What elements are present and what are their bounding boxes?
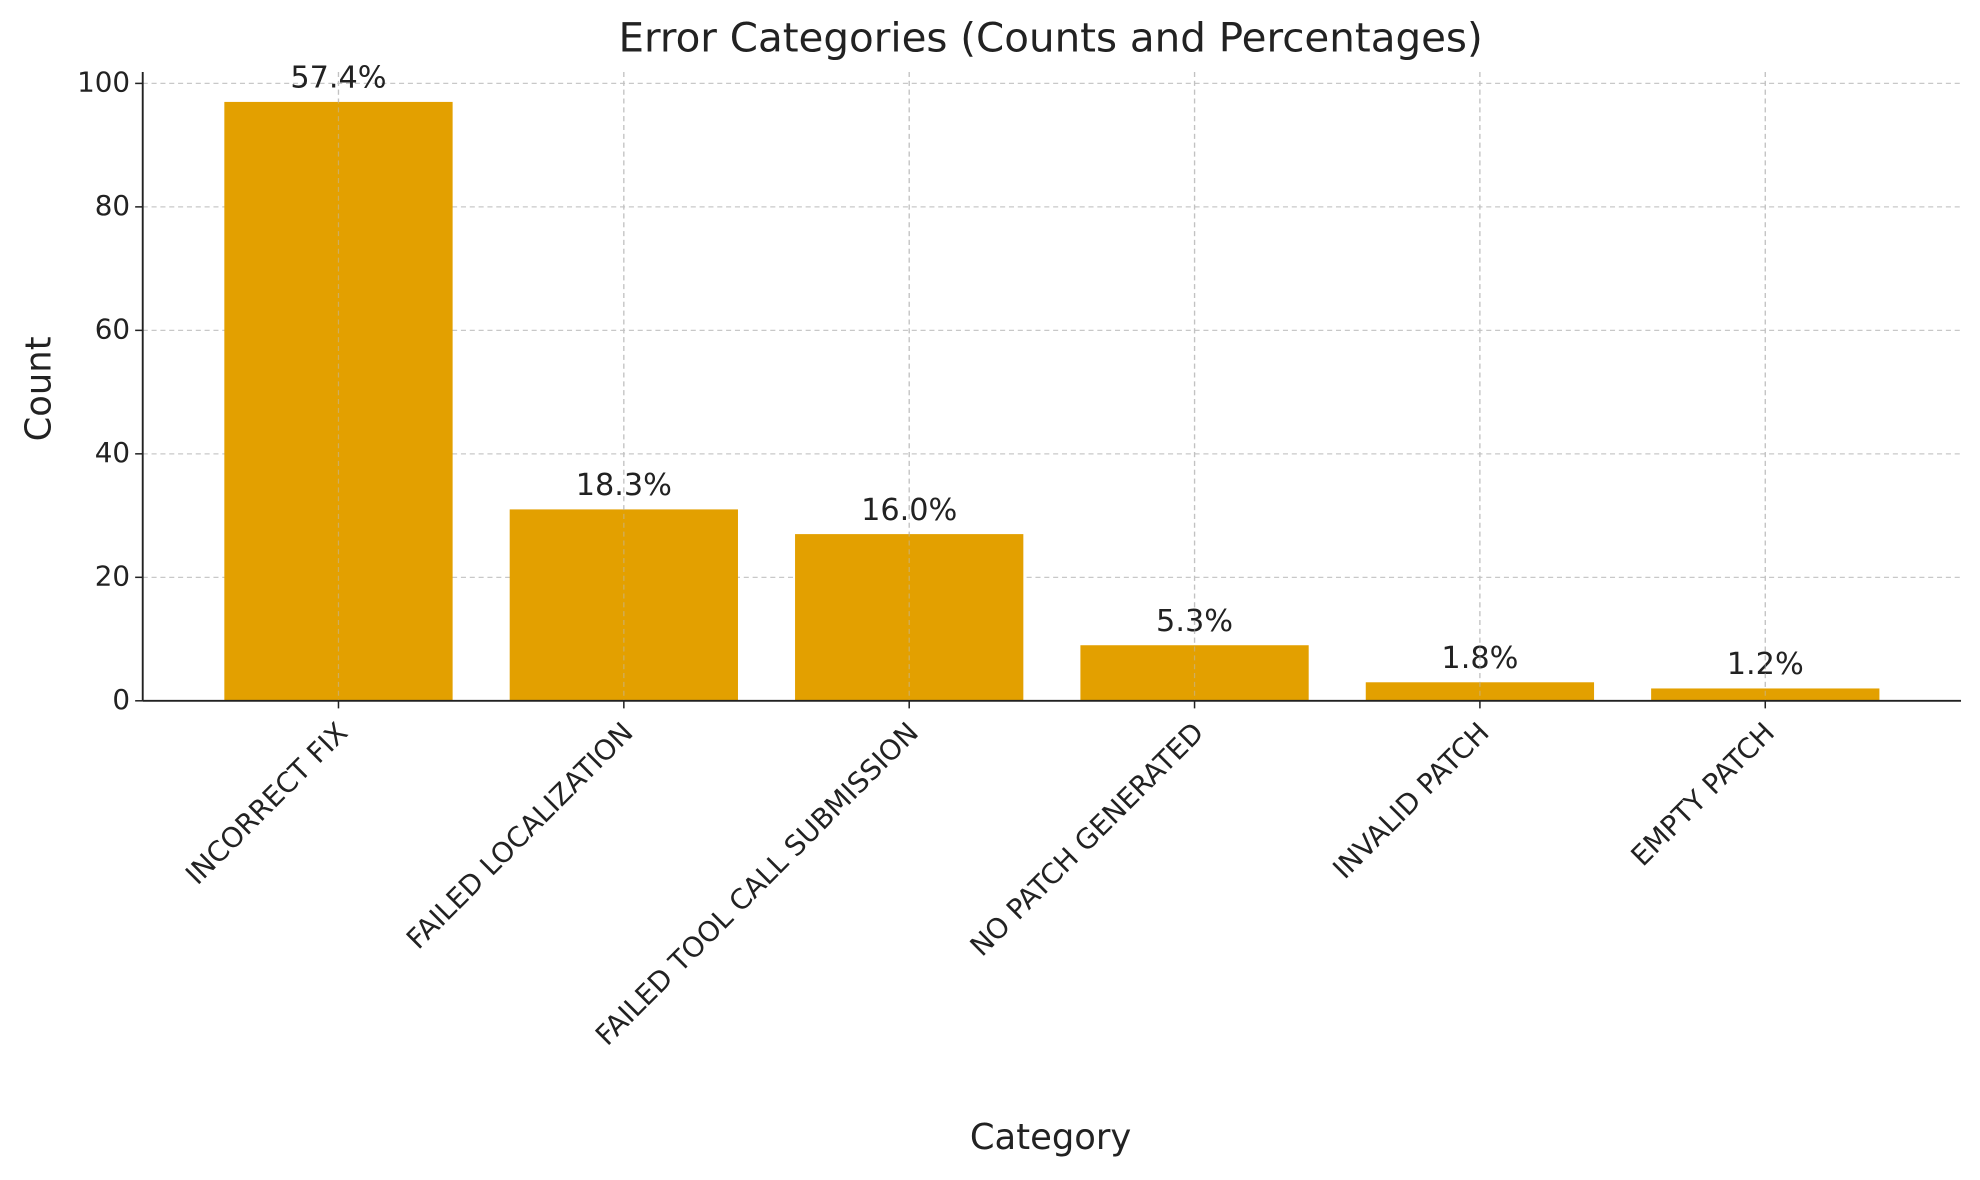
y-tick-label: 40 — [95, 436, 130, 469]
x-tick-label: INVALID PATCH — [1326, 716, 1495, 885]
chart-title: Error Categories (Counts and Percentages… — [618, 13, 1482, 61]
y-tick-label: 60 — [95, 312, 130, 345]
x-tick-label: NO PATCH GENERATED — [963, 716, 1210, 963]
x-tick-label: FAILED TOOL CALL SUBMISSION — [589, 716, 925, 1052]
y-axis-label: Count — [18, 336, 59, 441]
y-tick-label: 0 — [112, 683, 130, 716]
x-tick-label: EMPTY PATCH — [1624, 716, 1781, 873]
x-axis-label: Category — [970, 1117, 1131, 1158]
y-tick-label: 100 — [77, 65, 130, 98]
x-tick-label: INCORRECT FIX — [179, 716, 354, 891]
y-tick-label: 20 — [95, 559, 130, 592]
x-tick-label: FAILED LOCALIZATION — [400, 716, 640, 956]
y-tick-label: 80 — [95, 189, 130, 222]
